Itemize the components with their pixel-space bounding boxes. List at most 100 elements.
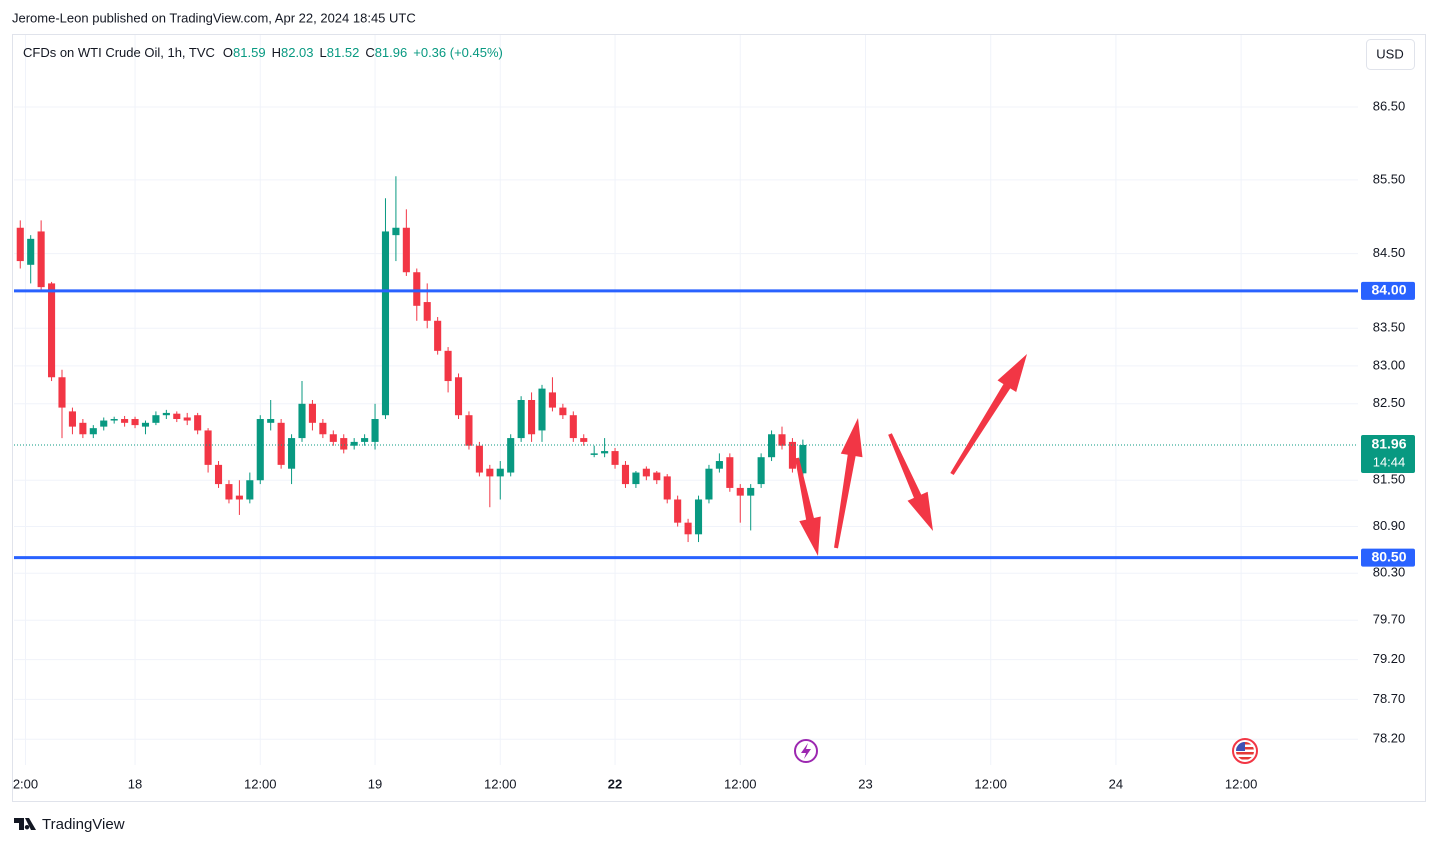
- candle-body: [277, 422, 285, 465]
- candle-body: [747, 487, 755, 496]
- candle-body: [778, 434, 786, 446]
- candle-body: [705, 468, 713, 500]
- candle-body: [16, 227, 24, 262]
- arrow: [834, 418, 863, 549]
- level-label: 84.00: [1371, 282, 1406, 298]
- currency[interactable]: USD: [1376, 46, 1403, 61]
- ohlc-key: C: [365, 45, 374, 60]
- level-badge: [1361, 281, 1415, 300]
- last-price-label: 81.96: [1371, 436, 1406, 452]
- y-tick-label: 80.30: [1373, 565, 1406, 580]
- candle-body: [559, 407, 567, 416]
- candle-body: [444, 350, 452, 382]
- candle-body: [642, 468, 650, 477]
- flag-icon: [1232, 738, 1258, 764]
- candle-body: [496, 468, 504, 477]
- candle-body: [726, 457, 734, 488]
- candle-body: [507, 438, 515, 473]
- change: +0.36 (+0.45%): [413, 45, 503, 60]
- candle-body: [632, 472, 640, 485]
- y-tick-label: 80.90: [1373, 518, 1406, 533]
- candle-body: [340, 438, 348, 450]
- candle-body: [434, 320, 442, 351]
- level-badge: [1361, 548, 1415, 567]
- candle-body: [308, 403, 316, 423]
- candle-body: [590, 453, 598, 455]
- candle-body: [715, 461, 723, 469]
- y-tick-label: 84.50: [1373, 245, 1406, 260]
- candle-body: [486, 468, 494, 477]
- candle-body: [110, 419, 118, 421]
- candle-body: [538, 388, 546, 431]
- candle-body: [256, 419, 264, 481]
- candle-body: [684, 522, 692, 535]
- candle-body: [736, 487, 744, 496]
- candle-body: [402, 227, 410, 273]
- candle-body: [100, 420, 108, 427]
- y-tick-label: 79.20: [1373, 651, 1406, 666]
- candle-body: [454, 377, 463, 416]
- chart-frame: [12, 34, 1426, 802]
- candle-body: [329, 434, 337, 442]
- candle-body: [413, 272, 421, 306]
- y-tick-label: 78.70: [1373, 691, 1406, 706]
- countdown-label: 14:44: [1373, 454, 1406, 469]
- candle-body: [611, 451, 619, 465]
- x-tick-label: 12:00: [484, 776, 517, 791]
- x-tick-label: 24: [1109, 776, 1123, 791]
- annotations: [795, 354, 1027, 556]
- x-tick-label: 19: [368, 776, 382, 791]
- candle-body: [423, 302, 431, 321]
- candle-body: [183, 417, 191, 421]
- x-tick-label: 12:00: [724, 776, 757, 791]
- candle-body: [58, 377, 66, 408]
- x-tick-label: 12:00: [244, 776, 277, 791]
- ohlc-value: 81.59: [233, 45, 266, 60]
- candle-body: [131, 419, 139, 426]
- publisher: Jerome-Leon published on TradingView.com…: [12, 10, 416, 25]
- candle-body: [528, 399, 536, 435]
- marks: [14, 176, 1358, 560]
- candle-body: [235, 495, 243, 500]
- candle-body: [663, 476, 671, 500]
- y-tick-label: 81.50: [1373, 472, 1406, 487]
- ohlc-value: 82.03: [281, 45, 314, 60]
- candle-body: [204, 430, 212, 465]
- level-label: 80.50: [1371, 548, 1406, 564]
- candle-body: [37, 231, 45, 288]
- candle-body: [225, 484, 233, 500]
- x-tick-label: 12:00: [1225, 776, 1258, 791]
- y-tick-label: 86.50: [1373, 98, 1406, 113]
- currency-button[interactable]: [1366, 39, 1415, 70]
- candle-body: [214, 464, 223, 485]
- candle-body: [674, 499, 682, 523]
- candle-body: [319, 422, 327, 435]
- candle-body: [48, 283, 56, 378]
- candle-body: [194, 415, 202, 431]
- candle-body: [121, 419, 129, 423]
- y-tick-label: 83.00: [1373, 357, 1406, 372]
- candle-body: [371, 419, 379, 442]
- ohlc-value: 81.52: [327, 45, 360, 60]
- y-tick-label: 85.50: [1373, 171, 1406, 186]
- candle-body: [788, 441, 796, 469]
- candle-body: [68, 411, 76, 427]
- candle-body: [288, 438, 296, 469]
- candle-body: [392, 227, 400, 236]
- candle-body: [27, 238, 35, 265]
- x-tick-label: 23: [858, 776, 872, 791]
- candle-body: [799, 444, 807, 474]
- candle-body: [246, 480, 254, 500]
- candle-body: [653, 472, 661, 481]
- event-icon: [794, 739, 818, 763]
- candle-body: [298, 403, 306, 439]
- candle-body: [141, 422, 150, 427]
- candle-body: [350, 441, 358, 446]
- logo: [14, 818, 36, 830]
- candle-body: [381, 231, 390, 416]
- footer-brand: TradingView: [42, 816, 125, 833]
- symbol-legend: CFDs on WTI Crude Oil, 1h, TVC O81.59 H82.…: [23, 45, 503, 60]
- x-tick-label: 18: [128, 776, 142, 791]
